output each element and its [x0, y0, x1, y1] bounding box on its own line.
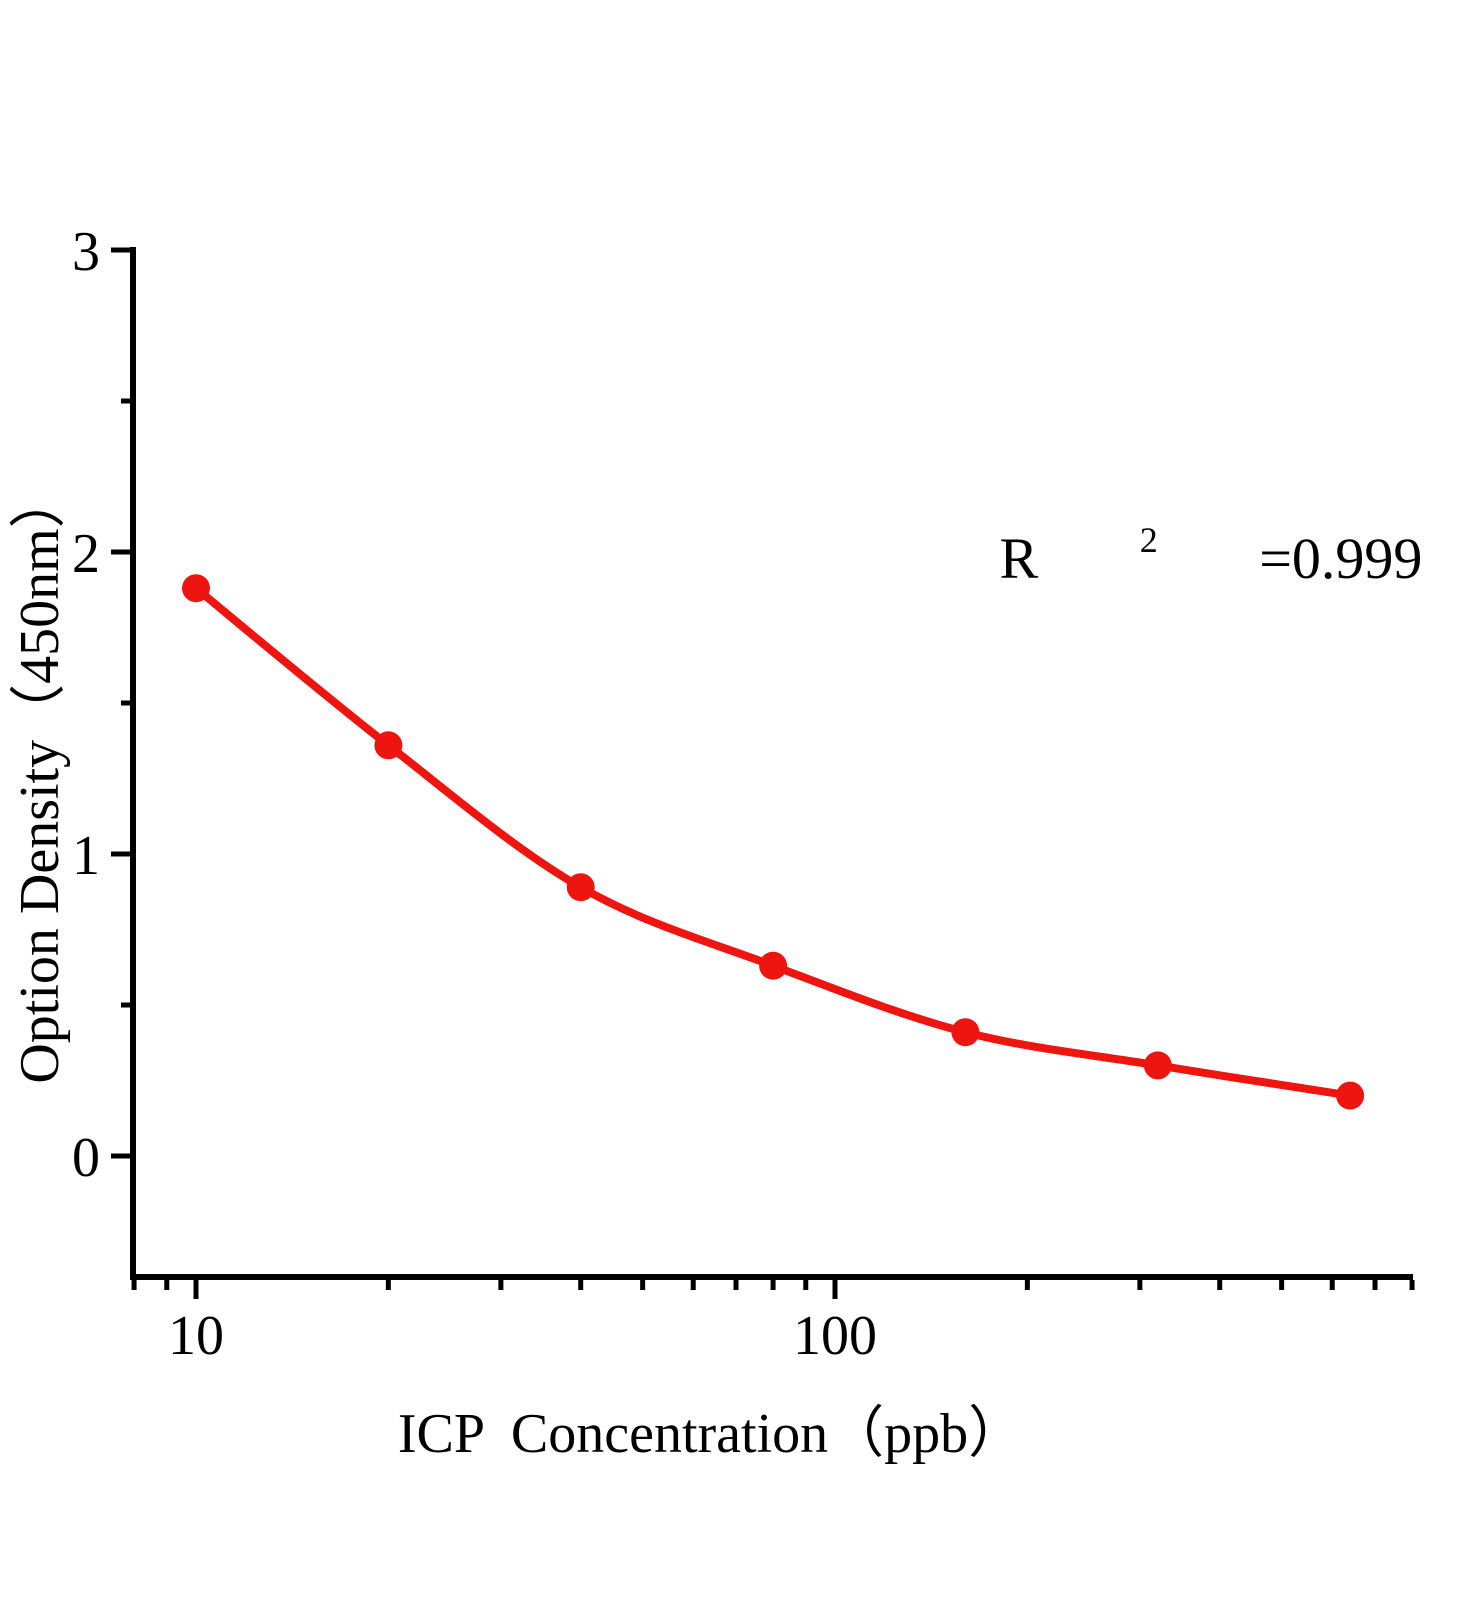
data-point-marker	[951, 1018, 980, 1047]
x-tick-label: 100	[793, 1305, 877, 1367]
r-squared-annotation: R 2 =0.999	[898, 500, 1472, 591]
y-tick-label: 3	[72, 221, 100, 283]
data-point-marker	[374, 731, 403, 760]
data-point-marker	[182, 574, 210, 603]
data-point-marker	[759, 951, 788, 980]
data-point-marker	[1336, 1081, 1365, 1110]
y-tick-label: 1	[72, 825, 100, 887]
r-squared-superscript: 2	[1140, 520, 1158, 560]
y-axis-title: Option Density（450nm）	[9, 472, 71, 1083]
r-squared-base: R	[1000, 526, 1039, 591]
standard-curve-line	[192, 584, 1355, 1100]
x-axis-title: ICP Concentration（ppb）	[398, 1403, 1024, 1465]
x-tick-label: 10	[168, 1305, 224, 1367]
data-point-marker	[566, 873, 595, 902]
y-tick-label: 0	[72, 1127, 100, 1189]
series-layer	[182, 574, 1365, 1110]
r-squared-rest: =0.999	[1259, 526, 1422, 591]
data-point-marker	[1143, 1051, 1172, 1080]
y-tick-label: 2	[72, 523, 100, 585]
